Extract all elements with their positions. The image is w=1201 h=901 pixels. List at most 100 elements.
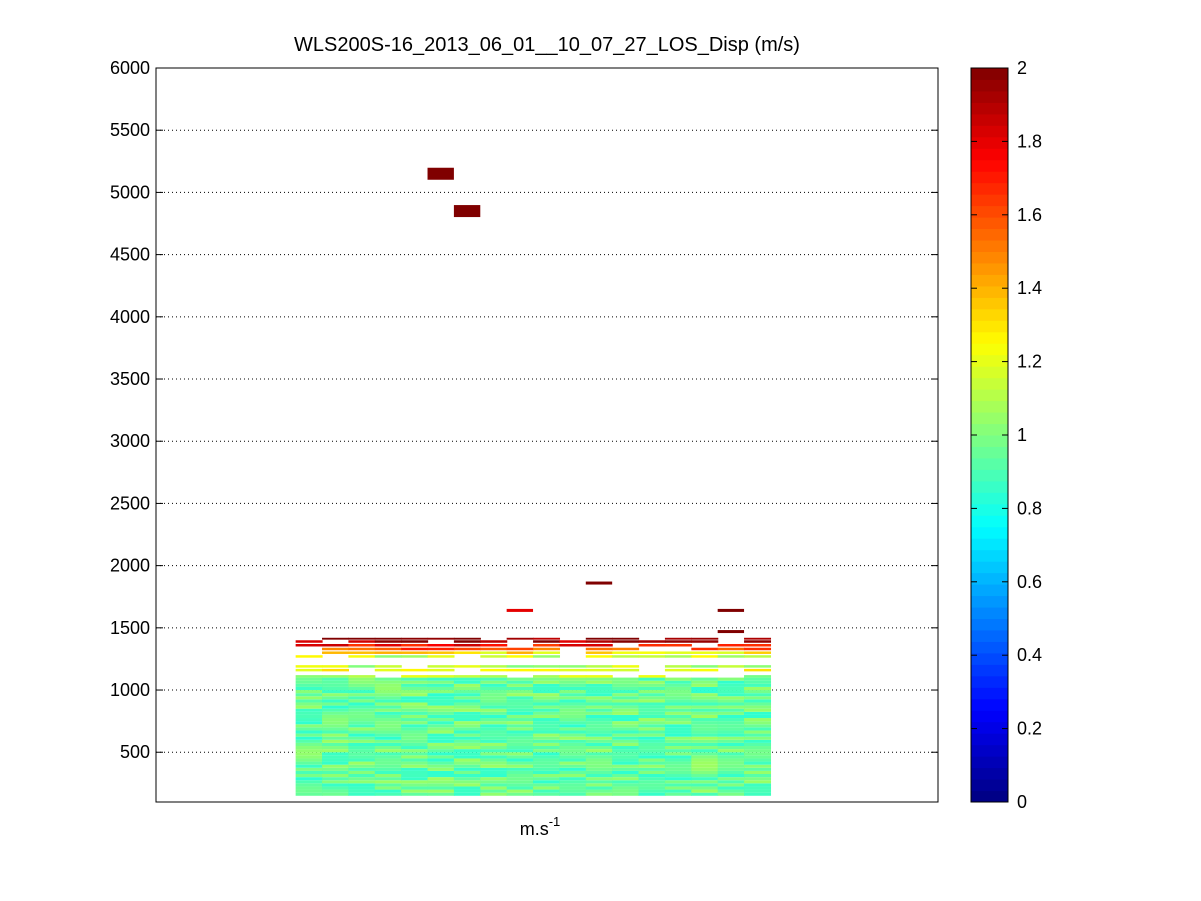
heatmap-cell xyxy=(295,721,323,725)
heatmap-cell xyxy=(744,718,772,722)
heatmap-cell xyxy=(664,702,692,706)
heatmap-cell xyxy=(559,705,587,709)
heatmap-cell xyxy=(480,711,508,715)
heatmap-cell xyxy=(322,665,349,668)
heatmap-cell xyxy=(401,696,429,700)
heatmap-cell xyxy=(322,739,349,743)
heatmap-cell xyxy=(638,739,666,743)
heatmap-cell xyxy=(612,733,640,737)
heatmap-cell xyxy=(453,786,481,790)
heatmap-cell xyxy=(664,718,692,722)
heatmap-cell xyxy=(348,693,376,697)
heatmap-cell xyxy=(322,749,349,753)
heatmap-cell xyxy=(295,770,323,775)
y-tick-label: 2500 xyxy=(110,493,150,513)
heatmap-cell xyxy=(612,739,640,743)
heatmap-cell xyxy=(506,705,534,709)
heatmap-cell xyxy=(453,699,481,703)
heatmap-cell xyxy=(664,637,692,640)
heatmap-cell xyxy=(427,730,455,734)
heatmap-cell xyxy=(506,708,534,712)
heatmap-cell xyxy=(533,758,561,762)
heatmap-cell xyxy=(453,651,481,654)
colorbar-segment xyxy=(971,320,1008,333)
heatmap-cell xyxy=(374,651,402,654)
colorbar-segment xyxy=(971,721,1008,734)
heatmap-cell xyxy=(664,655,692,658)
heatmap-cell xyxy=(295,699,323,703)
heatmap-cell xyxy=(638,640,666,643)
heatmap-cell xyxy=(348,680,376,684)
heatmap-cell xyxy=(348,655,376,658)
heatmap-cell xyxy=(348,767,376,771)
heatmap-cell xyxy=(664,711,692,715)
heatmap-cell xyxy=(427,736,455,740)
heatmap-cell xyxy=(295,718,323,722)
heatmap-cell xyxy=(717,770,745,775)
heatmap-cell xyxy=(322,752,349,756)
heatmap-cell xyxy=(744,721,772,725)
heatmap-cell xyxy=(506,727,534,731)
colorbar-segment xyxy=(971,228,1008,241)
heatmap-cell xyxy=(506,690,534,694)
heatmap-cell xyxy=(480,749,508,753)
heatmap-cell xyxy=(533,780,561,784)
heatmap-cell xyxy=(638,777,666,781)
heatmap-cell xyxy=(612,714,640,719)
heatmap-cell xyxy=(374,789,402,793)
heatmap-cell xyxy=(612,752,640,756)
heatmap-cell xyxy=(295,640,323,643)
heatmap-cell xyxy=(612,690,640,694)
heatmap-cell xyxy=(480,655,508,658)
heatmap-cell xyxy=(401,749,429,753)
heatmap-cell xyxy=(295,786,323,790)
heatmap-cell xyxy=(664,758,692,762)
heatmap-cell xyxy=(559,680,587,684)
heatmap-cell xyxy=(322,675,349,678)
heatmap-cell xyxy=(480,644,508,647)
heatmap-cell xyxy=(744,651,772,654)
heatmap-cell xyxy=(585,665,613,668)
colorbar-segment xyxy=(971,240,1008,252)
colorbar-segment xyxy=(971,308,1008,321)
heatmap-cell xyxy=(612,730,640,734)
heatmap-cell xyxy=(480,733,508,737)
heatmap-cell xyxy=(717,696,745,700)
heatmap-cell xyxy=(744,755,772,759)
heatmap-cell xyxy=(348,780,376,784)
heatmap-cell xyxy=(295,774,323,778)
heatmap-cell xyxy=(744,767,772,771)
heatmap-cell xyxy=(401,702,429,706)
heatmap-cell xyxy=(533,774,561,778)
heatmap-cell xyxy=(480,786,508,790)
heatmap-cell xyxy=(559,758,587,762)
heatmap-cell xyxy=(401,677,429,681)
heatmap-cell xyxy=(691,770,719,775)
heatmap-cell xyxy=(427,693,455,697)
colorbar-segment xyxy=(971,251,1008,264)
heatmap-cell xyxy=(295,705,323,709)
heatmap-cell xyxy=(374,746,402,750)
heatmap-cell xyxy=(717,718,745,722)
heatmap-cell xyxy=(427,780,455,784)
heatmap-cell xyxy=(427,714,455,719)
heatmap-cell xyxy=(427,786,455,790)
heatmap-cell xyxy=(717,708,745,712)
heatmap-cell xyxy=(480,647,508,651)
heatmap-cell xyxy=(348,647,376,651)
heatmap-cell xyxy=(664,736,692,740)
heatmap-cell xyxy=(612,767,640,771)
heatmap-cell xyxy=(401,675,429,678)
heatmap-cell xyxy=(612,780,640,784)
heatmap-cell xyxy=(506,665,534,668)
heatmap-cell xyxy=(322,686,349,691)
heatmap-cell xyxy=(533,714,561,719)
heatmap-cell xyxy=(506,693,534,697)
heatmap-cell xyxy=(506,702,534,706)
heatmap-cell xyxy=(374,733,402,737)
heatmap-cell xyxy=(322,644,349,647)
heatmap-cell xyxy=(585,792,613,796)
heatmap-cell xyxy=(322,764,349,768)
heatmap-cell xyxy=(585,777,613,781)
heatmap-cell xyxy=(427,651,455,654)
